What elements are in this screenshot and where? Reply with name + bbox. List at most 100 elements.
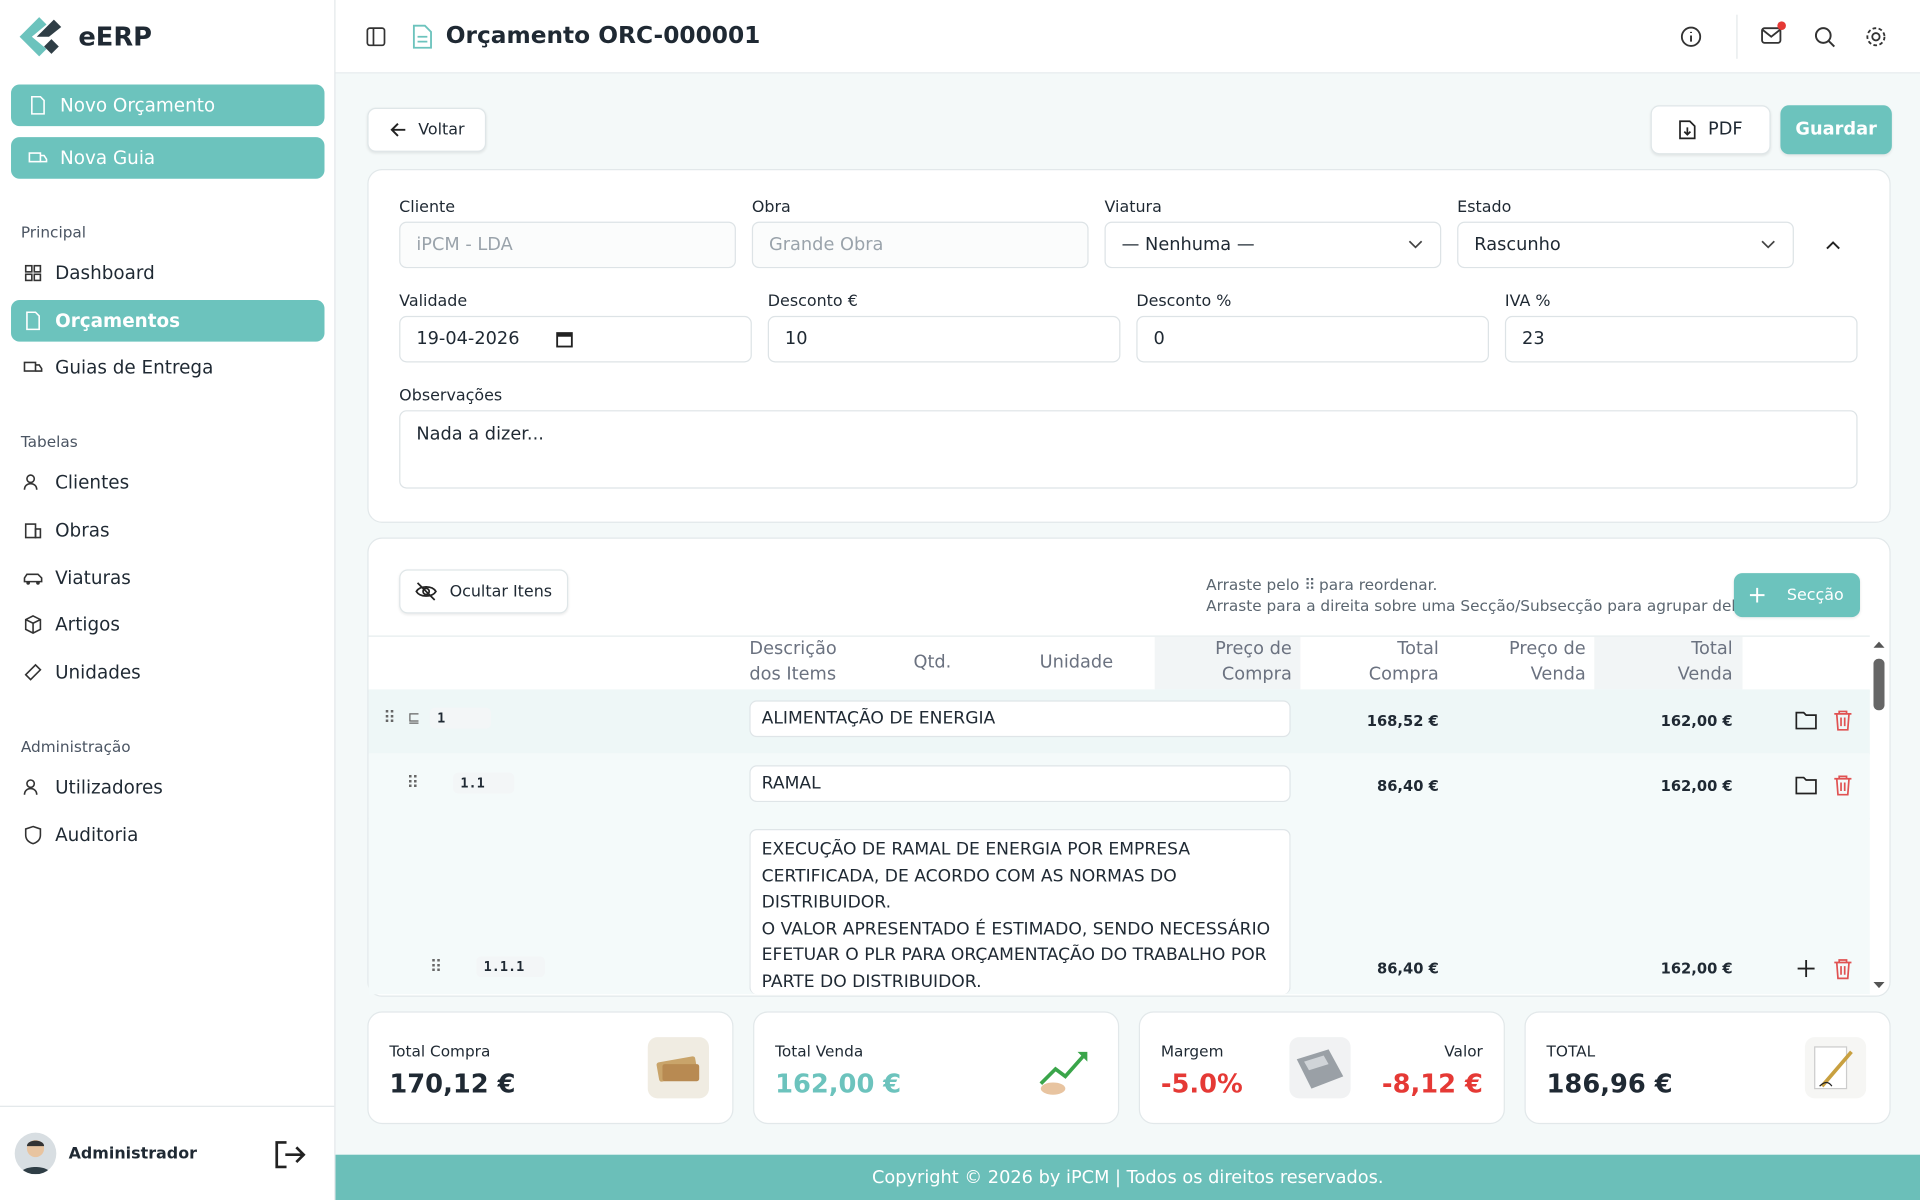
page-title: Orçamento ORC-000001 — [445, 22, 761, 49]
field-label: Desconto % — [1136, 292, 1232, 312]
card-value: -8,12 € — [1381, 1068, 1483, 1099]
info-button[interactable] — [1680, 26, 1702, 48]
nav-item[interactable]: Obras — [11, 509, 324, 551]
label: Guardar — [1795, 120, 1877, 140]
label: Guias de Entrega — [55, 356, 214, 379]
nav-item[interactable]: Utilizadores — [11, 767, 324, 809]
section-title: Tabelas — [20, 432, 78, 451]
date-input[interactable]: 19-04-2026 — [399, 315, 752, 363]
label: PDF — [1708, 120, 1743, 140]
delete-button[interactable] — [1833, 709, 1853, 731]
scrollbar[interactable] — [1871, 637, 1887, 992]
nav-item[interactable]: Unidades — [11, 651, 324, 693]
client-input[interactable]: iPCM - LDA — [399, 221, 736, 269]
money-image — [647, 1037, 709, 1099]
search-button[interactable] — [1813, 26, 1835, 48]
save-button[interactable]: Guardar — [1780, 105, 1892, 155]
total-sale: 162,00 € — [1660, 960, 1733, 978]
hint: Arraste pelo ⠿ para reordenar. — [1206, 575, 1438, 594]
divider — [0, 1105, 335, 1107]
state-select[interactable]: Rascunho — [1457, 221, 1794, 269]
drag-handle[interactable]: ⠿ — [429, 957, 443, 978]
item-description[interactable]: ALIMENTAÇÃO DE ENERGIA — [749, 700, 1291, 738]
hint: Arraste para a direita sobre uma Secção/… — [1206, 596, 1778, 615]
vehicle-select[interactable]: — Nenhuma — — [1104, 221, 1442, 269]
card-value: -5.0% — [1160, 1068, 1243, 1099]
field-label: Validade — [399, 292, 468, 312]
total-purchase: 86,40 € — [1376, 960, 1439, 978]
nav-item[interactable]: Auditoria — [11, 814, 324, 856]
discount-eur-input[interactable]: 10 — [767, 315, 1121, 363]
collapse-button[interactable] — [1826, 240, 1841, 250]
drag-handle[interactable]: ⠿ — [383, 708, 396, 729]
nav-item[interactable]: Clientes — [11, 462, 324, 504]
item-description[interactable]: RAMAL — [749, 765, 1291, 803]
nav-item[interactable]: Viaturas — [11, 557, 324, 599]
item-code: 1.1.1 — [476, 956, 545, 978]
mail-button[interactable] — [1760, 21, 1787, 48]
item-description[interactable]: EXECUÇÃO DE RAMAL DE ENERGIA POR EMPRESA… — [749, 828, 1291, 995]
section-title: Principal — [20, 222, 87, 242]
add-button[interactable] — [1797, 960, 1815, 978]
growth-image — [1033, 1037, 1095, 1099]
label: Viaturas — [55, 566, 131, 589]
back-button[interactable]: Voltar — [367, 107, 487, 152]
nav-item[interactable]: Dashboard — [11, 252, 324, 294]
notes-textarea[interactable]: Nada a dizer... — [399, 410, 1858, 489]
card-value: 162,00 € — [775, 1068, 902, 1099]
hint-text: Arraste pelo — [1206, 575, 1300, 594]
sidebar: eERP Novo Orçamento Nova Guia Principal … — [0, 0, 336, 1200]
label: Orçamentos — [55, 309, 181, 332]
nav-item-active[interactable]: Orçamentos — [11, 300, 325, 342]
nav-item[interactable]: Artigos — [11, 604, 324, 646]
card-label: Valor — [1444, 1042, 1483, 1061]
nav-item[interactable]: Guias de Entrega — [11, 347, 324, 389]
folder-button[interactable] — [1795, 710, 1817, 730]
delete-button[interactable] — [1833, 958, 1853, 980]
vat-input[interactable]: 23 — [1504, 315, 1858, 363]
folder-button[interactable] — [1795, 775, 1817, 795]
section-icon: ⊑ — [407, 708, 421, 727]
settings-button[interactable] — [1865, 26, 1887, 48]
pdf-button[interactable]: PDF — [1650, 105, 1771, 155]
work-input[interactable]: Grande Obra — [751, 221, 1089, 269]
delete-button[interactable] — [1833, 774, 1853, 796]
brand: eERP — [15, 10, 152, 64]
label: Nova Guia — [60, 146, 156, 169]
grand-total-card: TOTAL 186,96 € — [1524, 1011, 1891, 1125]
column-header: Total Venda — [1677, 639, 1733, 685]
new-quote-button[interactable]: Novo Orçamento — [11, 84, 325, 127]
field-label: Observações — [399, 386, 503, 406]
hide-items-button[interactable]: Ocultar Itens — [399, 569, 569, 614]
footer: Copyright © 2026 by iPCM | Todos os dire… — [335, 1154, 1920, 1200]
field-label: IVA % — [1504, 292, 1551, 312]
card-label: TOTAL — [1546, 1042, 1596, 1061]
card-label: Margem — [1160, 1042, 1224, 1061]
total-purchase: 168,52 € — [1366, 712, 1439, 730]
item-code: 1.1 — [453, 772, 515, 794]
label: Utilizadores — [55, 776, 163, 799]
calculator-image — [1289, 1037, 1351, 1099]
new-guide-button[interactable]: Nova Guia — [11, 137, 325, 179]
value: Rascunho — [1474, 235, 1561, 255]
label: Secção — [1786, 585, 1844, 605]
drag-handle[interactable]: ⠿ — [406, 773, 420, 794]
field-label: Desconto € — [767, 292, 858, 312]
logout-button[interactable] — [272, 1138, 306, 1172]
field-label: Estado — [1457, 198, 1512, 217]
value: — Nenhuma — — [1121, 235, 1255, 255]
card-label: Total Venda — [775, 1042, 864, 1061]
item-code: 1 — [429, 707, 492, 729]
column-header: Preço de Venda — [1509, 639, 1586, 685]
toggle-sidebar[interactable] — [366, 27, 386, 47]
section-title: Administração — [20, 737, 131, 756]
column-header: Qtd. — [913, 652, 952, 673]
add-section-button[interactable]: Secção — [1733, 573, 1861, 618]
label: Voltar — [418, 120, 465, 139]
label: Auditoria — [55, 824, 139, 847]
discount-pct-input[interactable]: 0 — [1136, 315, 1489, 363]
column-header: Preço de Compra — [1215, 639, 1292, 685]
value: 19-04-2026 — [416, 329, 520, 349]
